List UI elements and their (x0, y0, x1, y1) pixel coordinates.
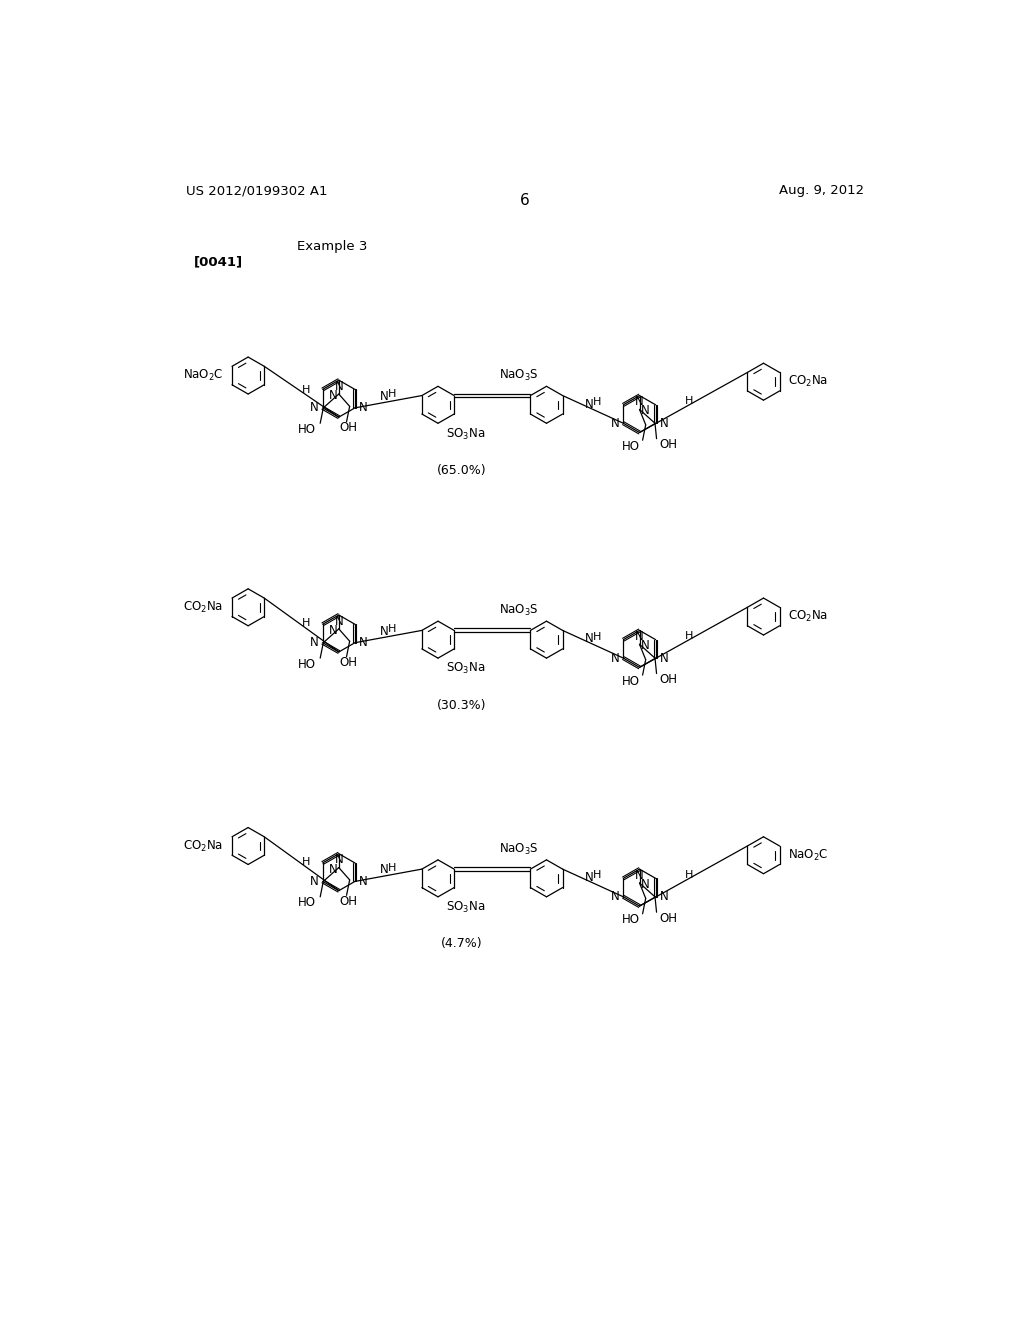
Text: N: N (335, 380, 343, 393)
Text: N: N (635, 869, 644, 882)
Text: H: H (388, 624, 396, 634)
Text: US 2012/0199302 A1: US 2012/0199302 A1 (186, 185, 328, 197)
Text: OH: OH (658, 673, 677, 686)
Text: CO$_2$Na: CO$_2$Na (183, 599, 223, 615)
Text: NaO$_3$S: NaO$_3$S (499, 842, 539, 857)
Text: H: H (302, 857, 310, 867)
Text: N: N (329, 862, 338, 875)
Text: N: N (329, 389, 338, 403)
Text: OH: OH (339, 895, 357, 908)
Text: N: N (358, 636, 368, 649)
Text: N: N (641, 404, 649, 417)
Text: Example 3: Example 3 (297, 240, 367, 253)
Text: N: N (585, 397, 594, 411)
Text: SO$_3$Na: SO$_3$Na (445, 661, 485, 676)
Text: N: N (310, 401, 318, 414)
Text: N: N (335, 853, 343, 866)
Text: H: H (685, 396, 693, 407)
Text: N: N (610, 417, 620, 430)
Text: N: N (358, 401, 368, 414)
Text: H: H (685, 870, 693, 879)
Text: HO: HO (298, 657, 315, 671)
Text: H: H (593, 870, 601, 880)
Text: (4.7%): (4.7%) (440, 937, 482, 950)
Text: OH: OH (658, 438, 677, 451)
Text: N: N (641, 878, 649, 891)
Text: N: N (641, 639, 649, 652)
Text: CO$_2$Na: CO$_2$Na (788, 374, 828, 389)
Text: N: N (585, 632, 594, 645)
Text: N: N (380, 624, 389, 638)
Text: N: N (585, 871, 594, 884)
Text: HO: HO (298, 896, 315, 909)
Text: N: N (659, 890, 669, 903)
Text: N: N (310, 636, 318, 649)
Text: Aug. 9, 2012: Aug. 9, 2012 (779, 185, 864, 197)
Text: NaO$_2$C: NaO$_2$C (788, 847, 828, 863)
Text: N: N (380, 389, 389, 403)
Text: CO$_2$Na: CO$_2$Na (183, 838, 223, 854)
Text: N: N (610, 652, 620, 665)
Text: N: N (380, 863, 389, 876)
Text: N: N (635, 395, 644, 408)
Text: NaO$_2$C: NaO$_2$C (183, 368, 223, 383)
Text: CO$_2$Na: CO$_2$Na (788, 609, 828, 624)
Text: H: H (388, 389, 396, 399)
Text: N: N (335, 615, 343, 628)
Text: H: H (302, 385, 310, 395)
Text: H: H (593, 631, 601, 642)
Text: NaO$_3$S: NaO$_3$S (499, 603, 539, 618)
Text: H: H (685, 631, 693, 640)
Text: SO$_3$Na: SO$_3$Na (445, 426, 485, 442)
Text: N: N (610, 890, 620, 903)
Text: (65.0%): (65.0%) (436, 463, 486, 477)
Text: N: N (659, 652, 669, 665)
Text: H: H (593, 397, 601, 407)
Text: HO: HO (622, 675, 640, 688)
Text: N: N (635, 630, 644, 643)
Text: HO: HO (622, 440, 640, 453)
Text: (30.3%): (30.3%) (436, 698, 486, 711)
Text: [0041]: [0041] (194, 256, 243, 269)
Text: OH: OH (658, 912, 677, 925)
Text: OH: OH (339, 656, 357, 669)
Text: N: N (358, 875, 368, 888)
Text: HO: HO (298, 422, 315, 436)
Text: H: H (302, 619, 310, 628)
Text: N: N (310, 875, 318, 888)
Text: H: H (388, 862, 396, 873)
Text: SO$_3$Na: SO$_3$Na (445, 900, 485, 915)
Text: NaO$_3$S: NaO$_3$S (499, 368, 539, 383)
Text: N: N (329, 624, 338, 638)
Text: 6: 6 (520, 193, 529, 209)
Text: HO: HO (622, 913, 640, 927)
Text: OH: OH (339, 421, 357, 434)
Text: N: N (659, 417, 669, 430)
